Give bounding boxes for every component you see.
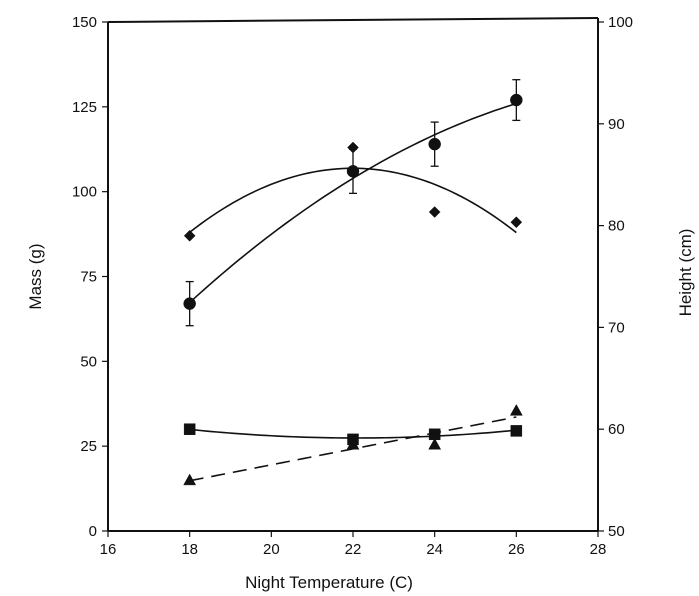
circle-point bbox=[510, 93, 523, 107]
diamond-point bbox=[183, 229, 196, 242]
y-tick-label: 125 bbox=[72, 99, 97, 116]
y2-tick-label: 50 bbox=[608, 523, 625, 540]
circle-point bbox=[428, 137, 441, 151]
axes: 16 18 20 22 24 26 28 0 25 50 75 100 125 150 50 60 70 80 90… bbox=[72, 14, 633, 558]
x-tick-label: 16 bbox=[100, 541, 117, 558]
x-tick-label: 20 bbox=[263, 541, 280, 558]
y2-tick-label: 60 bbox=[608, 421, 625, 438]
fit-line-circle bbox=[189, 102, 517, 304]
diamond-point bbox=[510, 216, 523, 229]
y2-tick-label: 70 bbox=[608, 319, 625, 336]
x-axis-title: Night Temperature (C) bbox=[245, 573, 413, 592]
y-tick-label: 150 bbox=[72, 14, 97, 31]
triangle-point bbox=[509, 404, 523, 416]
y2-tick-label: 100 bbox=[608, 14, 633, 31]
y-tick-label: 100 bbox=[72, 184, 97, 201]
y2-tick-label: 90 bbox=[608, 116, 625, 133]
x-tick-label: 22 bbox=[345, 541, 362, 558]
diamond-point bbox=[347, 141, 359, 154]
square-point bbox=[510, 425, 523, 437]
y-tick-label: 50 bbox=[80, 353, 97, 370]
x-tick-label: 28 bbox=[590, 541, 607, 558]
data-marks bbox=[183, 79, 523, 486]
triangle-point bbox=[183, 473, 197, 486]
y-tick-label: 75 bbox=[80, 269, 97, 286]
circle-point bbox=[183, 297, 196, 310]
square-point bbox=[183, 423, 196, 435]
top-frame-line bbox=[107, 17, 599, 23]
circle-point bbox=[346, 165, 360, 178]
y-tick-label: 0 bbox=[89, 523, 97, 540]
triangle-point bbox=[346, 437, 360, 450]
y-tick-label: 25 bbox=[80, 438, 97, 455]
triangle-point bbox=[428, 437, 442, 450]
y-axis-title: Mass (g) bbox=[26, 243, 45, 309]
diamond-point bbox=[428, 206, 441, 218]
x-tick-label: 24 bbox=[426, 541, 443, 558]
y2-tick-label: 80 bbox=[608, 218, 625, 235]
x-tick-label: 18 bbox=[181, 541, 198, 558]
x-tick-label: 26 bbox=[508, 541, 525, 558]
y2-axis-title: Height (cm) bbox=[676, 229, 695, 317]
